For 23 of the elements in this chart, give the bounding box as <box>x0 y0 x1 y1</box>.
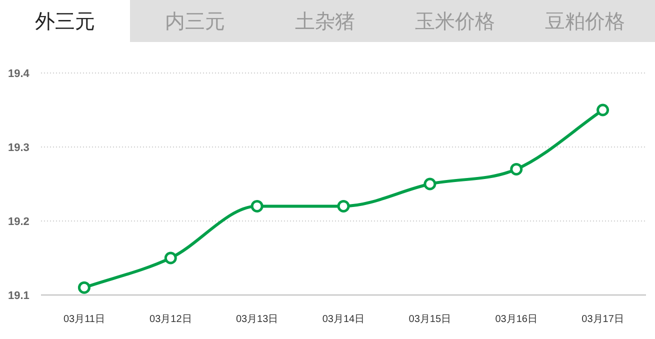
x-tick-label: 03月12日 <box>150 314 192 325</box>
x-tick-label: 03月11日 <box>63 314 105 325</box>
text: 内三元 <box>165 11 225 33</box>
point <box>78 281 90 294</box>
chart-title: 外三元 <box>35 11 95 33</box>
y-tick-label: 19.2 <box>8 216 30 228</box>
point <box>164 252 177 264</box>
point <box>250 200 264 212</box>
y-tick-label: 19.4 <box>8 68 30 80</box>
x-tick-label: 03月14日 <box>322 314 365 325</box>
text: 豆粕价格 <box>545 11 625 33</box>
point <box>337 200 350 212</box>
y-tick-label: 19.3 <box>8 142 30 154</box>
x-tick-label: 03月15日 <box>408 314 452 325</box>
point <box>596 104 610 116</box>
point <box>424 178 436 190</box>
text: 玉米价格 <box>415 11 495 33</box>
point <box>510 162 523 176</box>
x-tick-label: 03月16日 <box>495 314 538 325</box>
text: 土杂猪 <box>295 11 355 33</box>
x-tick-label: 03月13日 <box>236 314 278 325</box>
y-tick-label: 19.1 <box>8 290 30 302</box>
x-tick-label: 03月17日 <box>582 314 624 325</box>
